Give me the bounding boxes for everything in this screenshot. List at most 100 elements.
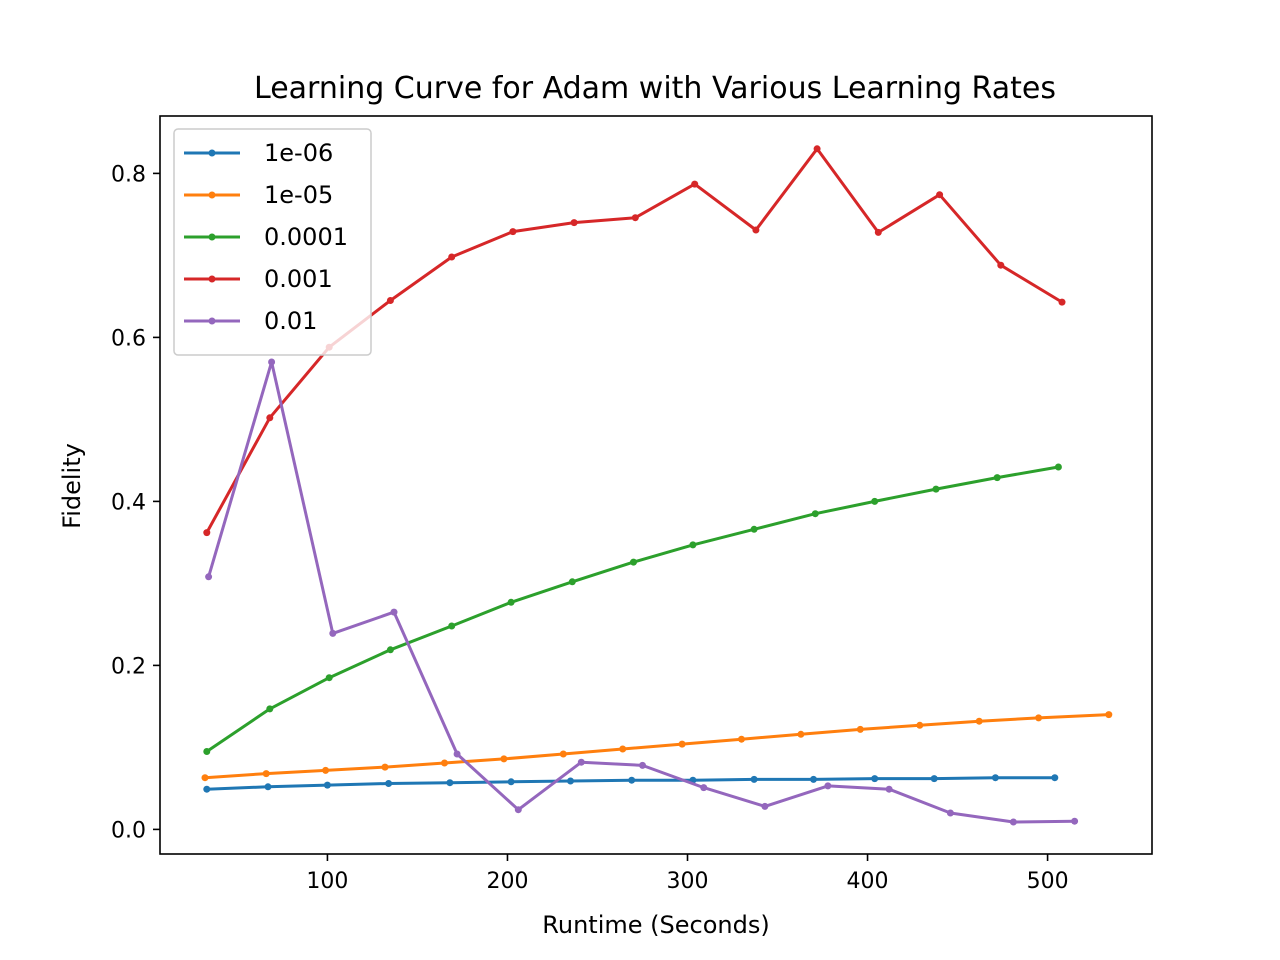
data-point [991,774,999,782]
data-point [639,761,646,769]
data-point [630,558,637,566]
data-point [761,802,769,810]
data-point [385,780,393,787]
y-axis: 0.0 0.2 0.4 0.6 0.8 [111,162,160,843]
legend-label: 0.01 [264,307,317,335]
data-point [264,783,272,791]
data-point [325,674,333,682]
data-point [507,778,515,786]
data-point [874,228,882,236]
data-point [813,145,821,153]
legend-label: 1e-06 [264,139,333,167]
data-point [738,735,745,743]
data-point [390,608,398,616]
data-point [268,358,276,366]
series-1 [201,711,1113,782]
y-tick-label: 0.2 [111,654,146,679]
data-point [507,598,515,606]
x-tick-label: 400 [847,869,889,894]
data-point [441,759,448,767]
data-point [631,214,639,222]
data-point [323,781,331,789]
legend-marker [208,317,216,325]
legend-marker [208,233,216,241]
series-2 [203,463,1062,755]
x-axis-label: Runtime (Seconds) [542,911,769,939]
data-point [559,750,567,758]
y-tick-label: 0.8 [111,162,146,187]
data-point [386,297,394,304]
legend-box [173,128,372,356]
data-point [446,779,454,787]
x-tick-label: 100 [306,869,348,894]
data-point [262,770,270,778]
x-tick-label: 300 [667,869,709,894]
data-point [1051,774,1059,782]
x-axis: 100 200 300 400 500 [306,854,1069,894]
data-point [448,622,456,630]
data-point [691,180,699,188]
data-point [266,414,274,422]
legend-label: 0.001 [264,265,333,293]
data-point [509,228,517,236]
y-tick-label: 0.4 [111,490,146,515]
data-point [570,219,578,227]
data-point [750,525,758,533]
series-4 [205,358,1079,826]
data-point [1009,818,1017,826]
data-point [936,191,944,199]
data-point [329,629,337,637]
data-point [997,261,1005,269]
legend-item-0: 1e-06 [184,139,333,167]
data-point [201,774,209,782]
legend-item-4: 0.01 [184,307,317,335]
data-point [975,717,983,725]
data-point [577,758,585,766]
legend-marker [208,275,216,283]
data-point [930,775,938,783]
y-axis-label: Fidelity [58,443,86,529]
y-tick-label: 0.6 [111,326,146,351]
legend-item-3: 0.001 [184,265,333,293]
data-point [946,809,954,817]
legend: 1e-06 1e-05 0.0001 0.001 0.01 [173,128,372,356]
data-point [205,573,213,581]
x-tick-label: 500 [1027,869,1069,894]
data-point [856,725,864,733]
data-point [266,705,274,713]
legend-label: 1e-05 [264,181,333,209]
data-point [689,541,697,549]
data-point [203,529,211,537]
y-tick-label: 0.0 [111,818,146,843]
data-point [1071,817,1079,825]
data-point [568,578,576,586]
data-point [752,226,760,234]
data-point [500,755,508,763]
legend-label: 0.0001 [264,223,348,251]
data-point [322,766,330,774]
data-point [750,775,758,783]
data-point [916,721,924,729]
legend-marker [208,191,216,199]
data-point [871,497,879,505]
plot-frame [159,115,1153,855]
data-point [700,784,708,792]
series-line-1 [204,713,1109,780]
data-point [811,510,819,518]
data-point [993,474,1001,482]
data-point [1058,298,1066,306]
data-point [628,776,636,784]
data-point [1054,463,1062,471]
data-point [453,750,461,758]
data-point [514,806,522,814]
legend-item-2: 0.0001 [184,223,348,251]
data-point [381,763,389,771]
data-point [824,782,832,790]
chart-title: Learning Curve for Adam with Various Lea… [254,71,1056,106]
legend-marker [208,149,216,157]
data-point [203,785,211,793]
x-tick-label: 200 [486,869,528,894]
legend-item-1: 1e-05 [184,181,333,209]
data-point [386,646,394,654]
